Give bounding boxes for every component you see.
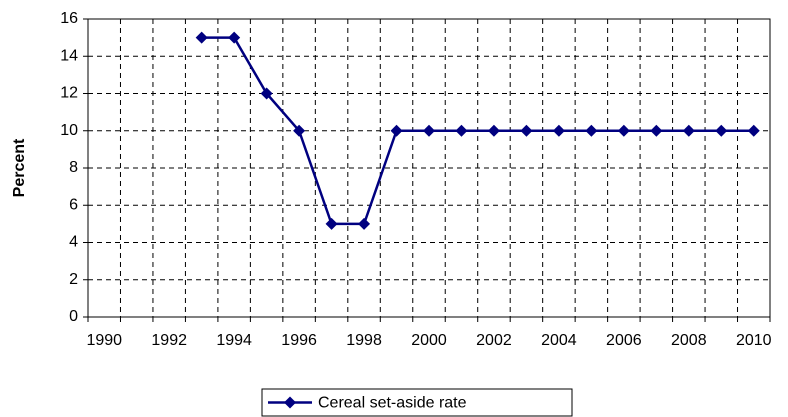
data-point [715, 124, 728, 137]
x-tick-label: 1998 [346, 332, 382, 349]
data-point [325, 217, 338, 230]
data-point [423, 124, 435, 137]
x-tick-label: 2002 [476, 332, 512, 349]
legend-label: Cereal set-aside rate [318, 395, 467, 412]
data-point [455, 124, 468, 137]
y-tick-label: 0 [69, 308, 78, 325]
y-tick-label: 2 [69, 271, 78, 288]
x-tick-label: 2000 [411, 332, 447, 349]
y-axis-label: Percent [11, 138, 28, 197]
data-point [682, 124, 695, 137]
x-tick-label: 1994 [216, 332, 252, 349]
data-point [585, 124, 598, 137]
y-tick-label: 4 [69, 234, 78, 251]
data-point [195, 31, 208, 44]
y-tick-label: 8 [69, 159, 78, 176]
data-point [260, 87, 273, 100]
x-tick-label: 2008 [671, 332, 707, 349]
x-tick-label: 2004 [541, 332, 577, 349]
data-point [487, 124, 500, 137]
x-tick-label: 2006 [606, 332, 642, 349]
y-tick-label: 6 [69, 196, 78, 213]
data-point [293, 124, 306, 137]
x-tick-label: 2010 [736, 332, 772, 349]
data-point [228, 31, 241, 44]
data-point [358, 217, 371, 230]
y-tick-label: 10 [60, 122, 78, 139]
data-point [520, 124, 533, 137]
x-tick-label: 1992 [151, 332, 187, 349]
y-tick-label: 12 [60, 85, 78, 102]
data-point [552, 124, 565, 137]
plot-border [87, 18, 771, 318]
x-tick-label: 1990 [86, 332, 122, 349]
y-tick-label: 14 [60, 47, 78, 64]
legend-marker [284, 396, 296, 409]
data-point [617, 124, 630, 137]
legend-box [261, 388, 573, 417]
y-tick-label: 16 [60, 10, 78, 27]
x-tick-label: 1996 [281, 332, 317, 349]
data-point [390, 124, 403, 137]
data-point [650, 124, 663, 137]
data-point [747, 124, 760, 137]
